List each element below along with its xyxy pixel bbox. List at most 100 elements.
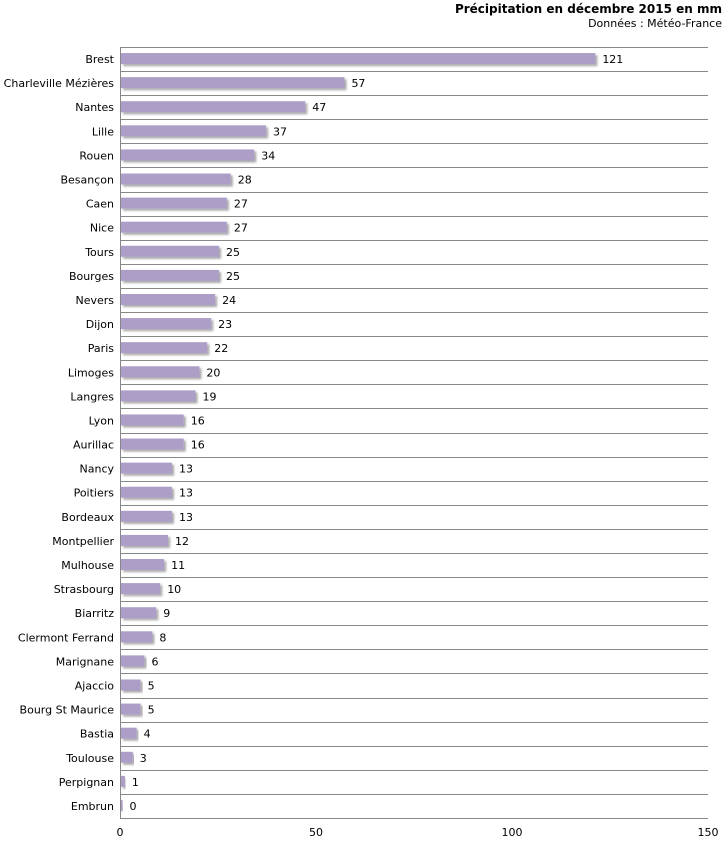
x-tick-label: 100 bbox=[502, 826, 523, 839]
category-label: Embrun bbox=[71, 800, 114, 813]
category-label: Montpellier bbox=[52, 535, 114, 548]
bar bbox=[121, 269, 219, 281]
category-label: Paris bbox=[88, 342, 114, 355]
data-label: 3 bbox=[140, 752, 147, 765]
bar bbox=[121, 342, 208, 354]
bar bbox=[121, 583, 161, 595]
bar bbox=[121, 173, 231, 185]
category-label: Nancy bbox=[80, 463, 115, 476]
x-tick-label: 50 bbox=[309, 826, 323, 839]
bar bbox=[121, 703, 141, 715]
data-label: 6 bbox=[152, 655, 159, 668]
bar bbox=[121, 607, 157, 619]
bar bbox=[121, 366, 200, 378]
bar bbox=[121, 414, 184, 426]
data-label: 5 bbox=[148, 704, 155, 717]
data-label: 121 bbox=[602, 53, 623, 66]
bar bbox=[121, 655, 145, 667]
category-label: Toulouse bbox=[65, 752, 114, 765]
data-label: 27 bbox=[234, 198, 248, 211]
bar bbox=[121, 77, 345, 89]
category-label: Lille bbox=[92, 125, 114, 138]
bar bbox=[121, 53, 596, 65]
bar bbox=[121, 727, 137, 739]
category-label: Strasbourg bbox=[54, 583, 114, 596]
bar bbox=[121, 149, 255, 161]
data-label: 24 bbox=[222, 294, 236, 307]
bar bbox=[121, 245, 219, 257]
data-label: 19 bbox=[202, 390, 216, 403]
bar bbox=[121, 125, 267, 137]
data-label: 1 bbox=[132, 776, 139, 789]
data-label: 25 bbox=[226, 270, 240, 283]
data-label: 11 bbox=[171, 559, 185, 572]
category-label: Rouen bbox=[79, 149, 114, 162]
x-tick-label: 0 bbox=[117, 826, 124, 839]
bar bbox=[121, 293, 216, 305]
category-label: Lyon bbox=[89, 414, 114, 427]
bar bbox=[121, 534, 169, 546]
bar bbox=[121, 197, 227, 209]
data-label: 5 bbox=[148, 679, 155, 692]
bar bbox=[121, 799, 123, 811]
bar bbox=[121, 390, 196, 402]
data-label: 20 bbox=[206, 366, 220, 379]
category-label: Limoges bbox=[68, 366, 114, 379]
data-label: 16 bbox=[191, 414, 205, 427]
category-label: Bourges bbox=[69, 270, 114, 283]
category-label: Langres bbox=[70, 390, 114, 403]
category-label: Brest bbox=[85, 53, 114, 66]
data-label: 25 bbox=[226, 246, 240, 259]
category-label: Biarritz bbox=[75, 607, 115, 620]
category-label: Nantes bbox=[75, 101, 114, 114]
bar bbox=[121, 679, 141, 691]
bar bbox=[121, 462, 172, 474]
data-label: 13 bbox=[179, 487, 193, 500]
data-label: 12 bbox=[175, 535, 189, 548]
data-label: 57 bbox=[351, 77, 365, 90]
data-label: 37 bbox=[273, 125, 287, 138]
bar bbox=[121, 559, 165, 571]
data-label: 22 bbox=[214, 342, 228, 355]
bar bbox=[121, 631, 153, 643]
category-label: Poitiers bbox=[74, 487, 115, 500]
x-tick-label: 150 bbox=[698, 826, 719, 839]
category-label: Nevers bbox=[75, 294, 114, 307]
bar bbox=[121, 486, 172, 498]
data-label: 34 bbox=[261, 149, 275, 162]
data-label: 47 bbox=[312, 101, 326, 114]
category-label: Clermont Ferrand bbox=[18, 631, 114, 644]
chart-title: Précipitation en décembre 2015 en mm bbox=[454, 2, 722, 16]
category-label: Charleville Mézières bbox=[4, 77, 115, 90]
bar bbox=[121, 510, 172, 522]
data-label: 13 bbox=[179, 511, 193, 524]
category-label: Caen bbox=[86, 198, 114, 211]
category-label: Besançon bbox=[60, 174, 114, 187]
category-label: Bourg St Maurice bbox=[20, 704, 115, 717]
category-label: Ajaccio bbox=[75, 679, 114, 692]
category-label: Aurillac bbox=[73, 439, 114, 452]
chart-subtitle: Données : Météo-France bbox=[588, 17, 722, 30]
category-label: Dijon bbox=[86, 318, 114, 331]
category-label: Perpignan bbox=[59, 776, 114, 789]
bar bbox=[121, 101, 306, 113]
data-label: 28 bbox=[238, 174, 252, 187]
data-label: 23 bbox=[218, 318, 232, 331]
data-label: 13 bbox=[179, 463, 193, 476]
bar bbox=[121, 751, 133, 763]
category-label: Bordeaux bbox=[61, 511, 114, 524]
category-label: Marignane bbox=[56, 655, 114, 668]
data-label: 9 bbox=[163, 607, 170, 620]
data-label: 27 bbox=[234, 222, 248, 235]
bar bbox=[121, 775, 125, 787]
bar bbox=[121, 438, 184, 450]
data-label: 10 bbox=[167, 583, 181, 596]
bar bbox=[121, 318, 212, 330]
data-label: 16 bbox=[191, 439, 205, 452]
category-label: Mulhouse bbox=[61, 559, 114, 572]
category-label: Nice bbox=[90, 222, 114, 235]
bar bbox=[121, 221, 227, 233]
category-label: Tours bbox=[84, 246, 114, 259]
data-label: 0 bbox=[130, 800, 137, 813]
